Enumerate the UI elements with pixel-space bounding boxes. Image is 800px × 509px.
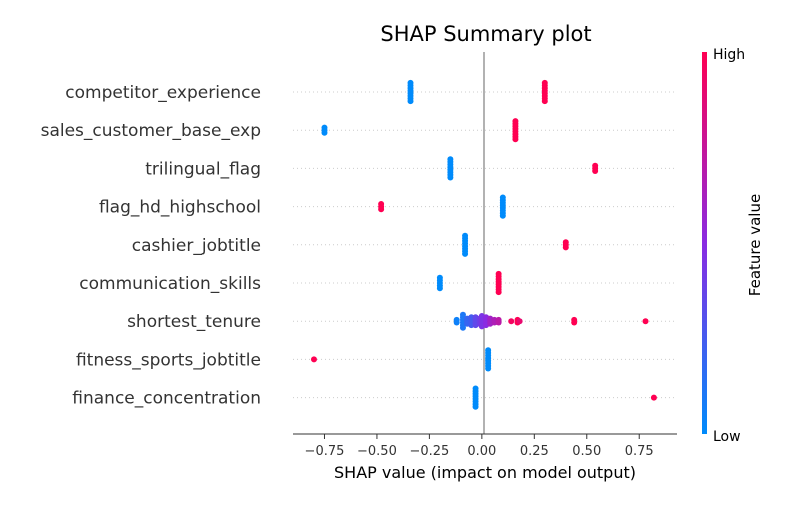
shap-point — [650, 394, 657, 401]
colorbar-high-label: High — [713, 47, 745, 63]
x-tick-label: 0.25 — [520, 444, 549, 459]
x-tick-label: −0.25 — [409, 444, 449, 459]
shap-point — [562, 244, 569, 251]
feature-label: trilingual_flag — [145, 159, 261, 179]
shap-point — [407, 98, 414, 105]
shap-point — [508, 318, 515, 325]
shap-point — [495, 289, 502, 296]
shap-point — [571, 319, 578, 326]
feature-label: communication_skills — [79, 274, 261, 294]
x-axis-title: SHAP value (impact on model output) — [334, 463, 636, 482]
x-tick-label: −0.50 — [357, 444, 397, 459]
colorbar — [702, 52, 707, 434]
shap-point — [592, 168, 599, 174]
shap-point — [499, 212, 506, 219]
feature-label: competitor_experience — [65, 83, 261, 103]
shap-point — [485, 365, 492, 372]
x-tick-label: −0.75 — [305, 444, 345, 459]
shap-point — [472, 403, 479, 410]
colorbar-title: Feature value — [746, 194, 764, 296]
shap-point — [321, 129, 328, 136]
shap-point — [495, 319, 502, 326]
shap-point — [436, 285, 443, 292]
x-tick-label: 0.00 — [467, 444, 496, 459]
shap-point — [541, 98, 548, 105]
chart-title: SHAP Summary plot — [380, 22, 592, 46]
x-tick-label: 0.50 — [572, 444, 601, 459]
row-guides — [293, 91, 677, 399]
shap-points — [310, 79, 657, 410]
shap-point — [512, 136, 519, 143]
shap-point — [642, 318, 649, 325]
feature-label: flag_hd_highschool — [99, 198, 261, 218]
feature-label: shortest_tenure — [127, 312, 261, 332]
feature-labels: competitor_experience sales_customer_base… — [41, 83, 262, 409]
feature-label: cashier_jobtitle — [132, 236, 261, 256]
feature-label: finance_concentration — [72, 389, 261, 409]
shap-point — [516, 318, 523, 325]
colorbar-low-label: Low — [713, 429, 741, 445]
feature-label: sales_customer_base_exp — [41, 121, 261, 141]
x-axis-ticks: −0.75 −0.50 −0.25 0.00 0.25 0.50 0.75 — [305, 434, 654, 459]
shap-point — [310, 356, 317, 363]
shap-point — [462, 250, 469, 257]
x-tick-label: 0.75 — [625, 444, 654, 459]
shap-point — [378, 206, 385, 213]
shap-point — [459, 324, 466, 331]
shap-point — [453, 319, 460, 326]
shap-point — [447, 174, 454, 181]
feature-label: fitness_sports_jobtitle — [76, 350, 261, 370]
